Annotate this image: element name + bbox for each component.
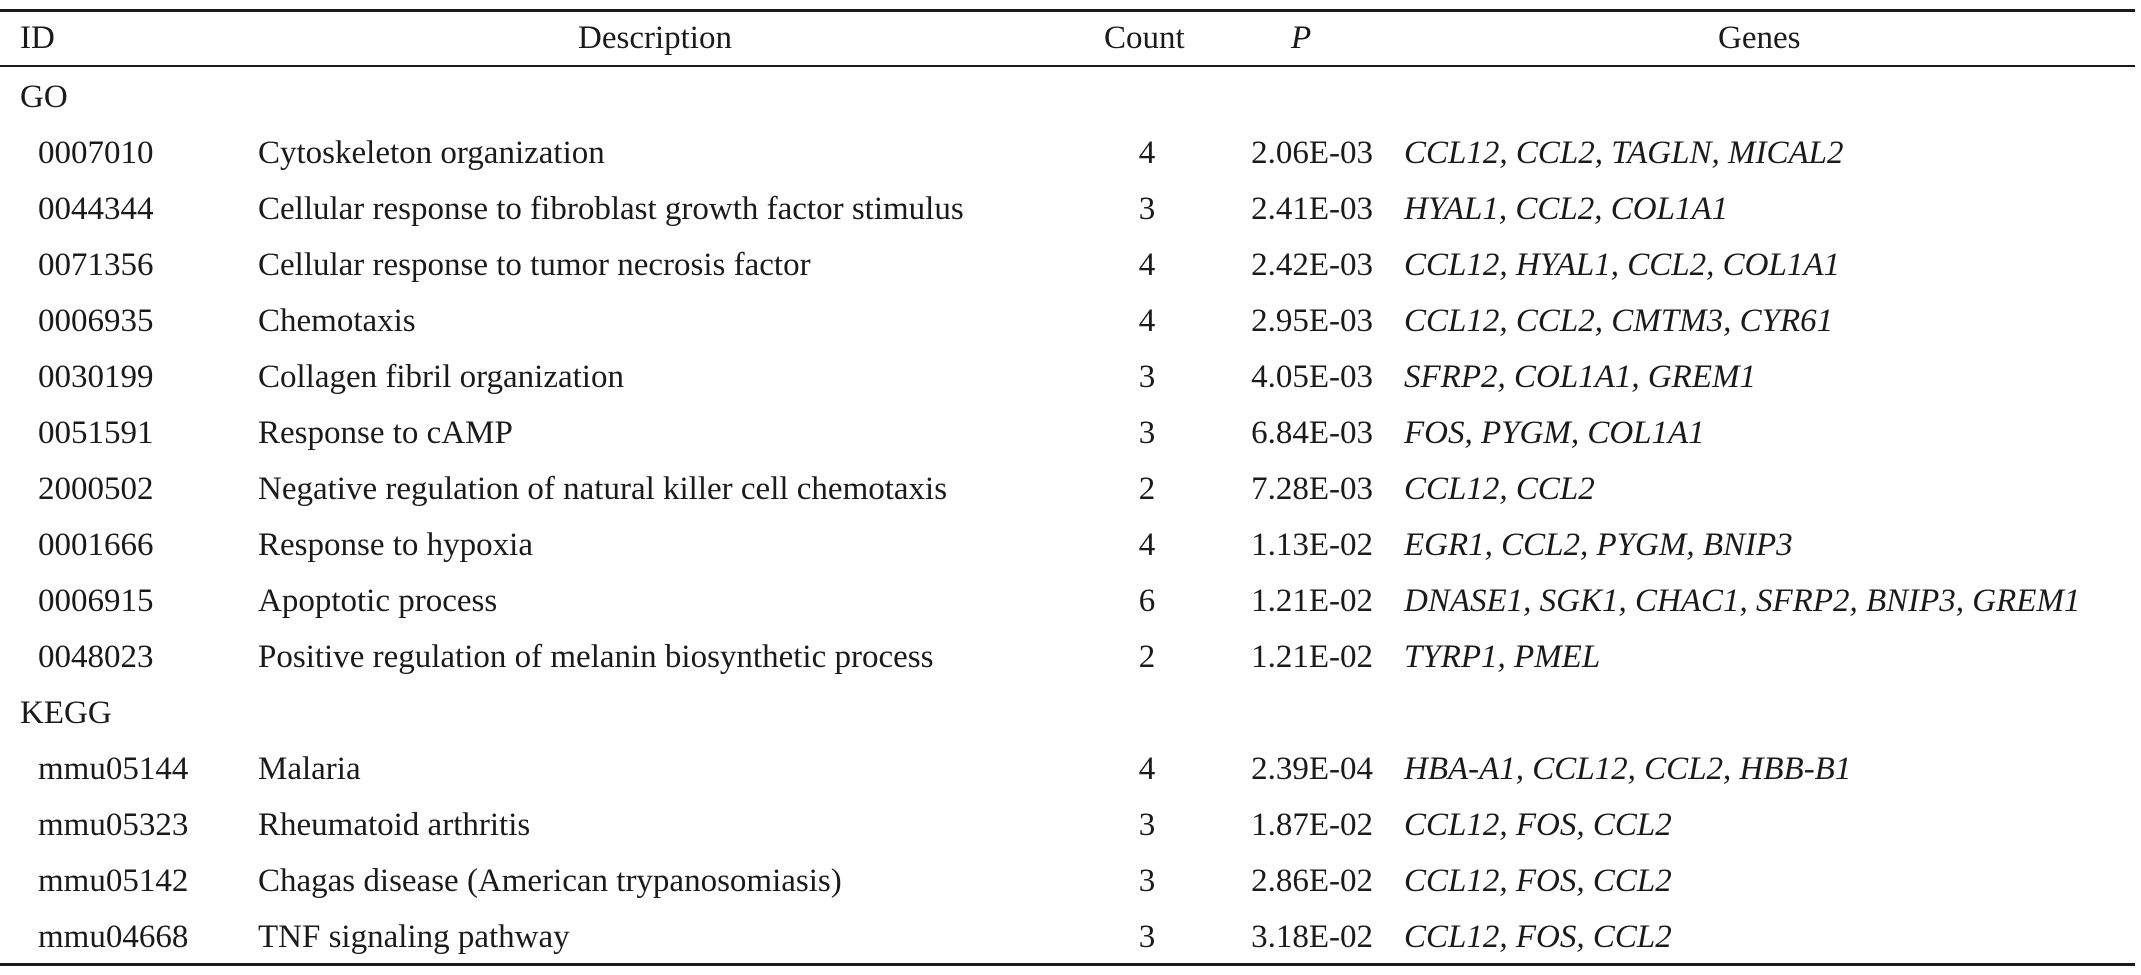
section-row-go: GO xyxy=(0,69,2135,125)
section-label: GO xyxy=(20,79,68,115)
row-id: 0030199 xyxy=(38,359,154,395)
row-id: 0001666 xyxy=(38,527,154,563)
row-description: Response to cAMP xyxy=(258,415,513,451)
table-row: 0051591 Response to cAMP 3 6.84E-03 FOS,… xyxy=(0,405,2135,461)
row-genes: CCL12, CCL2, CMTM3, CYR61 xyxy=(1404,303,1834,339)
row-description: Cytoskeleton organization xyxy=(258,135,605,171)
row-genes: CCL12, FOS, CCL2 xyxy=(1404,863,1672,899)
row-p-value: 2.41E-03 xyxy=(1251,191,1373,227)
row-count: 4 xyxy=(1138,135,1156,171)
row-description: Negative regulation of natural killer ce… xyxy=(258,471,948,507)
row-count: 3 xyxy=(1138,191,1156,227)
table-header-rule xyxy=(0,65,2135,67)
row-genes: HYAL1, CCL2, COL1A1 xyxy=(1404,191,1729,227)
table-row: 0030199 Collagen fibril organization 3 4… xyxy=(0,349,2135,405)
row-p-value: 1.21E-02 xyxy=(1251,583,1373,619)
row-p-value: 3.18E-02 xyxy=(1251,919,1373,955)
row-description: TNF signaling pathway xyxy=(258,919,570,955)
row-genes: CCL12, FOS, CCL2 xyxy=(1404,919,1672,955)
section-label: KEGG xyxy=(20,695,112,731)
table-row: 0001666 Response to hypoxia 4 1.13E-02 E… xyxy=(0,517,2135,573)
row-id: mmu05144 xyxy=(38,751,189,787)
row-count: 4 xyxy=(1138,527,1156,563)
row-id: 0044344 xyxy=(38,191,154,227)
table-row: 0007010 Cytoskeleton organization 4 2.06… xyxy=(0,125,2135,181)
row-id: mmu04668 xyxy=(38,919,189,955)
table-header-row: ID Description Count P Genes xyxy=(0,10,2135,66)
row-description: Cellular response to fibroblast growth f… xyxy=(258,191,964,227)
row-description: Chagas disease (American trypanosomiasis… xyxy=(258,863,842,899)
header-id: ID xyxy=(20,20,55,56)
row-p-value: 7.28E-03 xyxy=(1251,471,1373,507)
table-row: 0071356 Cellular response to tumor necro… xyxy=(0,237,2135,293)
row-description: Chemotaxis xyxy=(258,303,416,339)
row-genes: SFRP2, COL1A1, GREM1 xyxy=(1404,359,1756,395)
header-description: Description xyxy=(578,20,732,56)
row-count: 6 xyxy=(1138,583,1156,619)
row-id: mmu05323 xyxy=(38,807,189,843)
row-description: Apoptotic process xyxy=(258,583,498,619)
row-p-value: 2.39E-04 xyxy=(1251,751,1373,787)
row-genes: HBA-A1, CCL12, CCL2, HBB-B1 xyxy=(1404,751,1852,787)
table-row: mmu05323 Rheumatoid arthritis 3 1.87E-02… xyxy=(0,797,2135,853)
header-p: P xyxy=(1291,20,1312,56)
row-count: 2 xyxy=(1138,471,1156,507)
row-id: 0048023 xyxy=(38,639,154,675)
row-description: Rheumatoid arthritis xyxy=(258,807,531,843)
table-row: 0048023 Positive regulation of melanin b… xyxy=(0,629,2135,685)
row-description: Malaria xyxy=(258,751,361,787)
row-description: Response to hypoxia xyxy=(258,527,533,563)
row-count: 4 xyxy=(1138,303,1156,339)
header-genes: Genes xyxy=(1718,20,1801,56)
row-description: Cellular response to tumor necrosis fact… xyxy=(258,247,811,283)
row-id: 0051591 xyxy=(38,415,154,451)
row-p-value: 2.95E-03 xyxy=(1251,303,1373,339)
row-count: 3 xyxy=(1138,359,1156,395)
row-p-value: 2.86E-02 xyxy=(1251,863,1373,899)
row-p-value: 1.87E-02 xyxy=(1251,807,1373,843)
table-row: 0006935 Chemotaxis 4 2.95E-03 CCL12, CCL… xyxy=(0,293,2135,349)
row-count: 3 xyxy=(1138,415,1156,451)
table-row: mmu05142 Chagas disease (American trypan… xyxy=(0,853,2135,909)
row-id: 0006915 xyxy=(38,583,154,619)
row-p-value: 2.06E-03 xyxy=(1251,135,1373,171)
row-count: 3 xyxy=(1138,807,1156,843)
row-count: 2 xyxy=(1138,639,1156,675)
row-id: 0006935 xyxy=(38,303,154,339)
row-genes: FOS, PYGM, COL1A1 xyxy=(1404,415,1705,451)
row-description: Positive regulation of melanin biosynthe… xyxy=(258,639,934,675)
row-id: mmu05142 xyxy=(38,863,189,899)
row-genes: CCL12, CCL2, TAGLN, MICAL2 xyxy=(1404,135,1844,171)
row-count: 3 xyxy=(1138,919,1156,955)
table-top-rule xyxy=(0,9,2135,12)
row-count: 3 xyxy=(1138,863,1156,899)
row-id: 0007010 xyxy=(38,135,154,171)
row-id: 0071356 xyxy=(38,247,154,283)
row-p-value: 4.05E-03 xyxy=(1251,359,1373,395)
row-genes: CCL12, FOS, CCL2 xyxy=(1404,807,1672,843)
table-row: mmu05144 Malaria 4 2.39E-04 HBA-A1, CCL1… xyxy=(0,741,2135,797)
row-id: 2000502 xyxy=(38,471,154,507)
table-bottom-rule xyxy=(0,963,2135,966)
row-count: 4 xyxy=(1138,247,1156,283)
table-row: 2000502 Negative regulation of natural k… xyxy=(0,461,2135,517)
row-genes: CCL12, HYAL1, CCL2, COL1A1 xyxy=(1404,247,1840,283)
row-p-value: 6.84E-03 xyxy=(1251,415,1373,451)
row-p-value: 2.42E-03 xyxy=(1251,247,1373,283)
row-description: Collagen fibril organization xyxy=(258,359,624,395)
table-row: 0044344 Cellular response to fibroblast … xyxy=(0,181,2135,237)
row-genes: EGR1, CCL2, PYGM, BNIP3 xyxy=(1404,527,1793,563)
section-row-kegg: KEGG xyxy=(0,685,2135,741)
table-row: mmu04668 TNF signaling pathway 3 3.18E-0… xyxy=(0,909,2135,965)
row-p-value: 1.21E-02 xyxy=(1251,639,1373,675)
table-row: 0006915 Apoptotic process 6 1.21E-02 DNA… xyxy=(0,573,2135,629)
row-p-value: 1.13E-02 xyxy=(1251,527,1373,563)
row-genes: DNASE1, SGK1, CHAC1, SFRP2, BNIP3, GREM1 xyxy=(1404,583,2081,619)
row-genes: TYRP1, PMEL xyxy=(1404,639,1601,675)
row-count: 4 xyxy=(1138,751,1156,787)
row-genes: CCL12, CCL2 xyxy=(1404,471,1595,507)
header-count: Count xyxy=(1104,20,1185,56)
